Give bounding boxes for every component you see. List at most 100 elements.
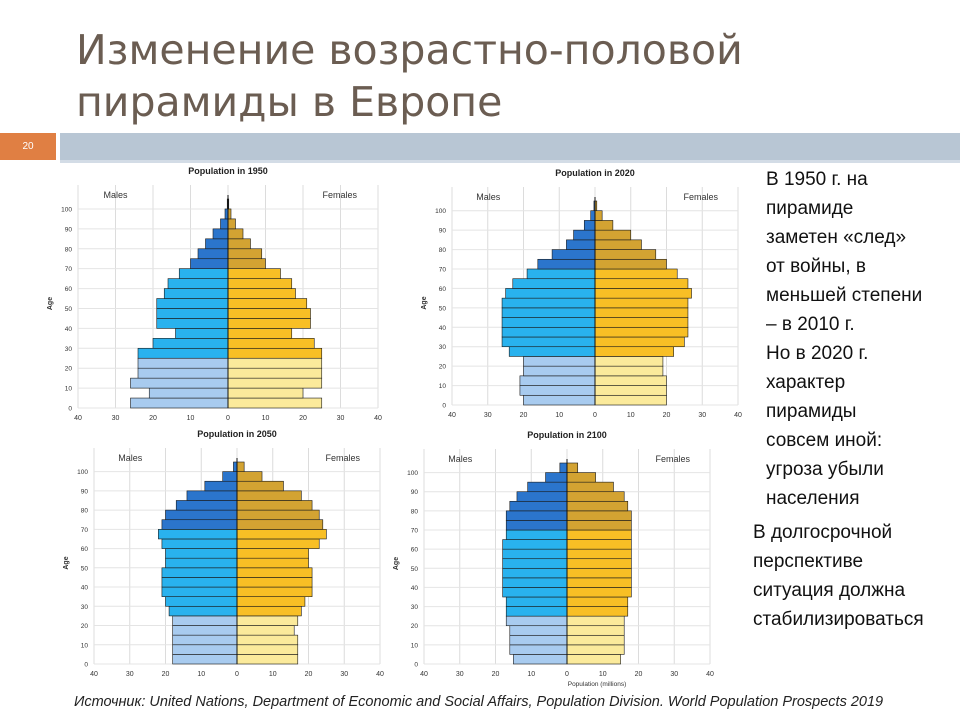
age-tick-label: 70 bbox=[81, 527, 89, 534]
x-tick-label: 20 bbox=[635, 671, 643, 678]
male-bar bbox=[505, 510, 568, 521]
age-tick-label: 40 bbox=[65, 326, 73, 333]
female-bar bbox=[594, 394, 667, 406]
x-tick-label: 30 bbox=[484, 412, 492, 419]
x-tick-label: 20 bbox=[162, 671, 170, 678]
male-bar bbox=[551, 249, 596, 260]
age-tick-label: 70 bbox=[411, 528, 419, 535]
chart-title: Population in 1950 bbox=[188, 166, 268, 176]
female-bar bbox=[566, 548, 632, 560]
female-bar bbox=[594, 356, 664, 367]
male-bar bbox=[233, 461, 238, 472]
age-tick-label: 20 bbox=[411, 623, 419, 630]
female-bar bbox=[566, 558, 632, 569]
male-bar bbox=[502, 548, 568, 560]
male-bar bbox=[165, 509, 238, 521]
male-bar bbox=[502, 587, 568, 598]
x-tick-label: 10 bbox=[627, 412, 635, 419]
male-bar bbox=[502, 567, 568, 579]
male-bar bbox=[509, 625, 568, 636]
male-bar bbox=[583, 220, 596, 231]
female-bar bbox=[236, 480, 284, 492]
female-bar bbox=[227, 278, 293, 289]
male-bar bbox=[512, 278, 596, 289]
y-axis-label: Age bbox=[393, 557, 400, 570]
female-bar bbox=[227, 218, 236, 230]
female-bar bbox=[566, 472, 596, 483]
female-bar bbox=[227, 367, 323, 379]
age-tick-label: 90 bbox=[411, 489, 419, 496]
male-bar bbox=[130, 397, 229, 409]
female-bar bbox=[566, 596, 629, 607]
commentary-text-1: В 1950 г. на пирамиде заметен «след» от … bbox=[766, 169, 923, 509]
male-bar bbox=[505, 615, 568, 627]
male-bar bbox=[172, 654, 238, 665]
female-bar bbox=[227, 228, 244, 240]
x-tick-label: 40 bbox=[706, 671, 714, 678]
male-bar bbox=[172, 634, 238, 646]
chart-title: Population in 2020 bbox=[555, 168, 635, 178]
female-bar bbox=[594, 278, 689, 289]
female-bar bbox=[566, 634, 625, 646]
age-tick-label: 30 bbox=[65, 346, 73, 353]
age-tick-label: 40 bbox=[439, 325, 447, 332]
x-tick-label: 10 bbox=[187, 415, 195, 422]
male-bar bbox=[148, 387, 229, 399]
age-tick-label: 10 bbox=[81, 642, 89, 649]
female-bar bbox=[566, 567, 632, 579]
age-tick-label: 60 bbox=[65, 286, 73, 293]
age-tick-label: 40 bbox=[411, 585, 419, 592]
female-bar bbox=[594, 385, 667, 396]
x-tick-label: 20 bbox=[492, 671, 500, 678]
male-bar bbox=[590, 210, 596, 221]
age-tick-label: 100 bbox=[435, 208, 446, 215]
female-bar bbox=[594, 365, 664, 377]
male-bar bbox=[505, 288, 596, 299]
x-tick-label: 10 bbox=[599, 671, 607, 678]
male-bar bbox=[509, 634, 568, 646]
male-bar bbox=[559, 462, 568, 473]
female-bar bbox=[566, 462, 579, 473]
age-tick-label: 80 bbox=[439, 247, 447, 254]
x-tick-label: 40 bbox=[420, 671, 428, 678]
x-tick-label: 10 bbox=[527, 671, 535, 678]
x-tick-label: 40 bbox=[374, 415, 382, 422]
female-bar bbox=[236, 500, 313, 511]
female-bar bbox=[594, 210, 603, 221]
male-bar bbox=[502, 558, 568, 569]
female-bar bbox=[594, 326, 689, 338]
male-bar bbox=[161, 577, 238, 588]
female-bar bbox=[227, 258, 266, 269]
x-tick-label: 0 bbox=[593, 412, 597, 419]
female-bar bbox=[566, 587, 632, 598]
female-bar bbox=[566, 520, 632, 531]
x-tick-label: 30 bbox=[126, 671, 134, 678]
male-bar bbox=[516, 491, 568, 502]
x-tick-label: 20 bbox=[305, 671, 313, 678]
female-bar bbox=[236, 654, 299, 665]
x-tick-label: 30 bbox=[670, 671, 678, 678]
female-bar bbox=[566, 539, 632, 550]
commentary-text-2: В долгосрочной перспективе ситуация долж… bbox=[753, 522, 924, 630]
female-bar bbox=[227, 298, 308, 309]
females-label: Females bbox=[655, 454, 690, 464]
female-bar bbox=[566, 644, 625, 655]
chart-title: Population in 2100 bbox=[527, 430, 607, 440]
male-bar bbox=[156, 298, 229, 309]
female-bar bbox=[594, 258, 667, 270]
male-bar bbox=[165, 557, 238, 569]
age-tick-label: 10 bbox=[411, 642, 419, 649]
age-tick-label: 0 bbox=[84, 662, 88, 669]
age-tick-label: 50 bbox=[411, 566, 419, 573]
female-bar bbox=[594, 307, 689, 318]
age-tick-label: 90 bbox=[81, 488, 89, 495]
male-bar bbox=[519, 375, 596, 386]
female-bar bbox=[227, 347, 323, 359]
x-tick-label: 30 bbox=[340, 671, 348, 678]
male-bar bbox=[168, 605, 238, 617]
female-bar bbox=[227, 288, 296, 299]
age-tick-label: 60 bbox=[439, 286, 447, 293]
male-bar bbox=[545, 472, 568, 483]
female-bar bbox=[227, 357, 323, 369]
